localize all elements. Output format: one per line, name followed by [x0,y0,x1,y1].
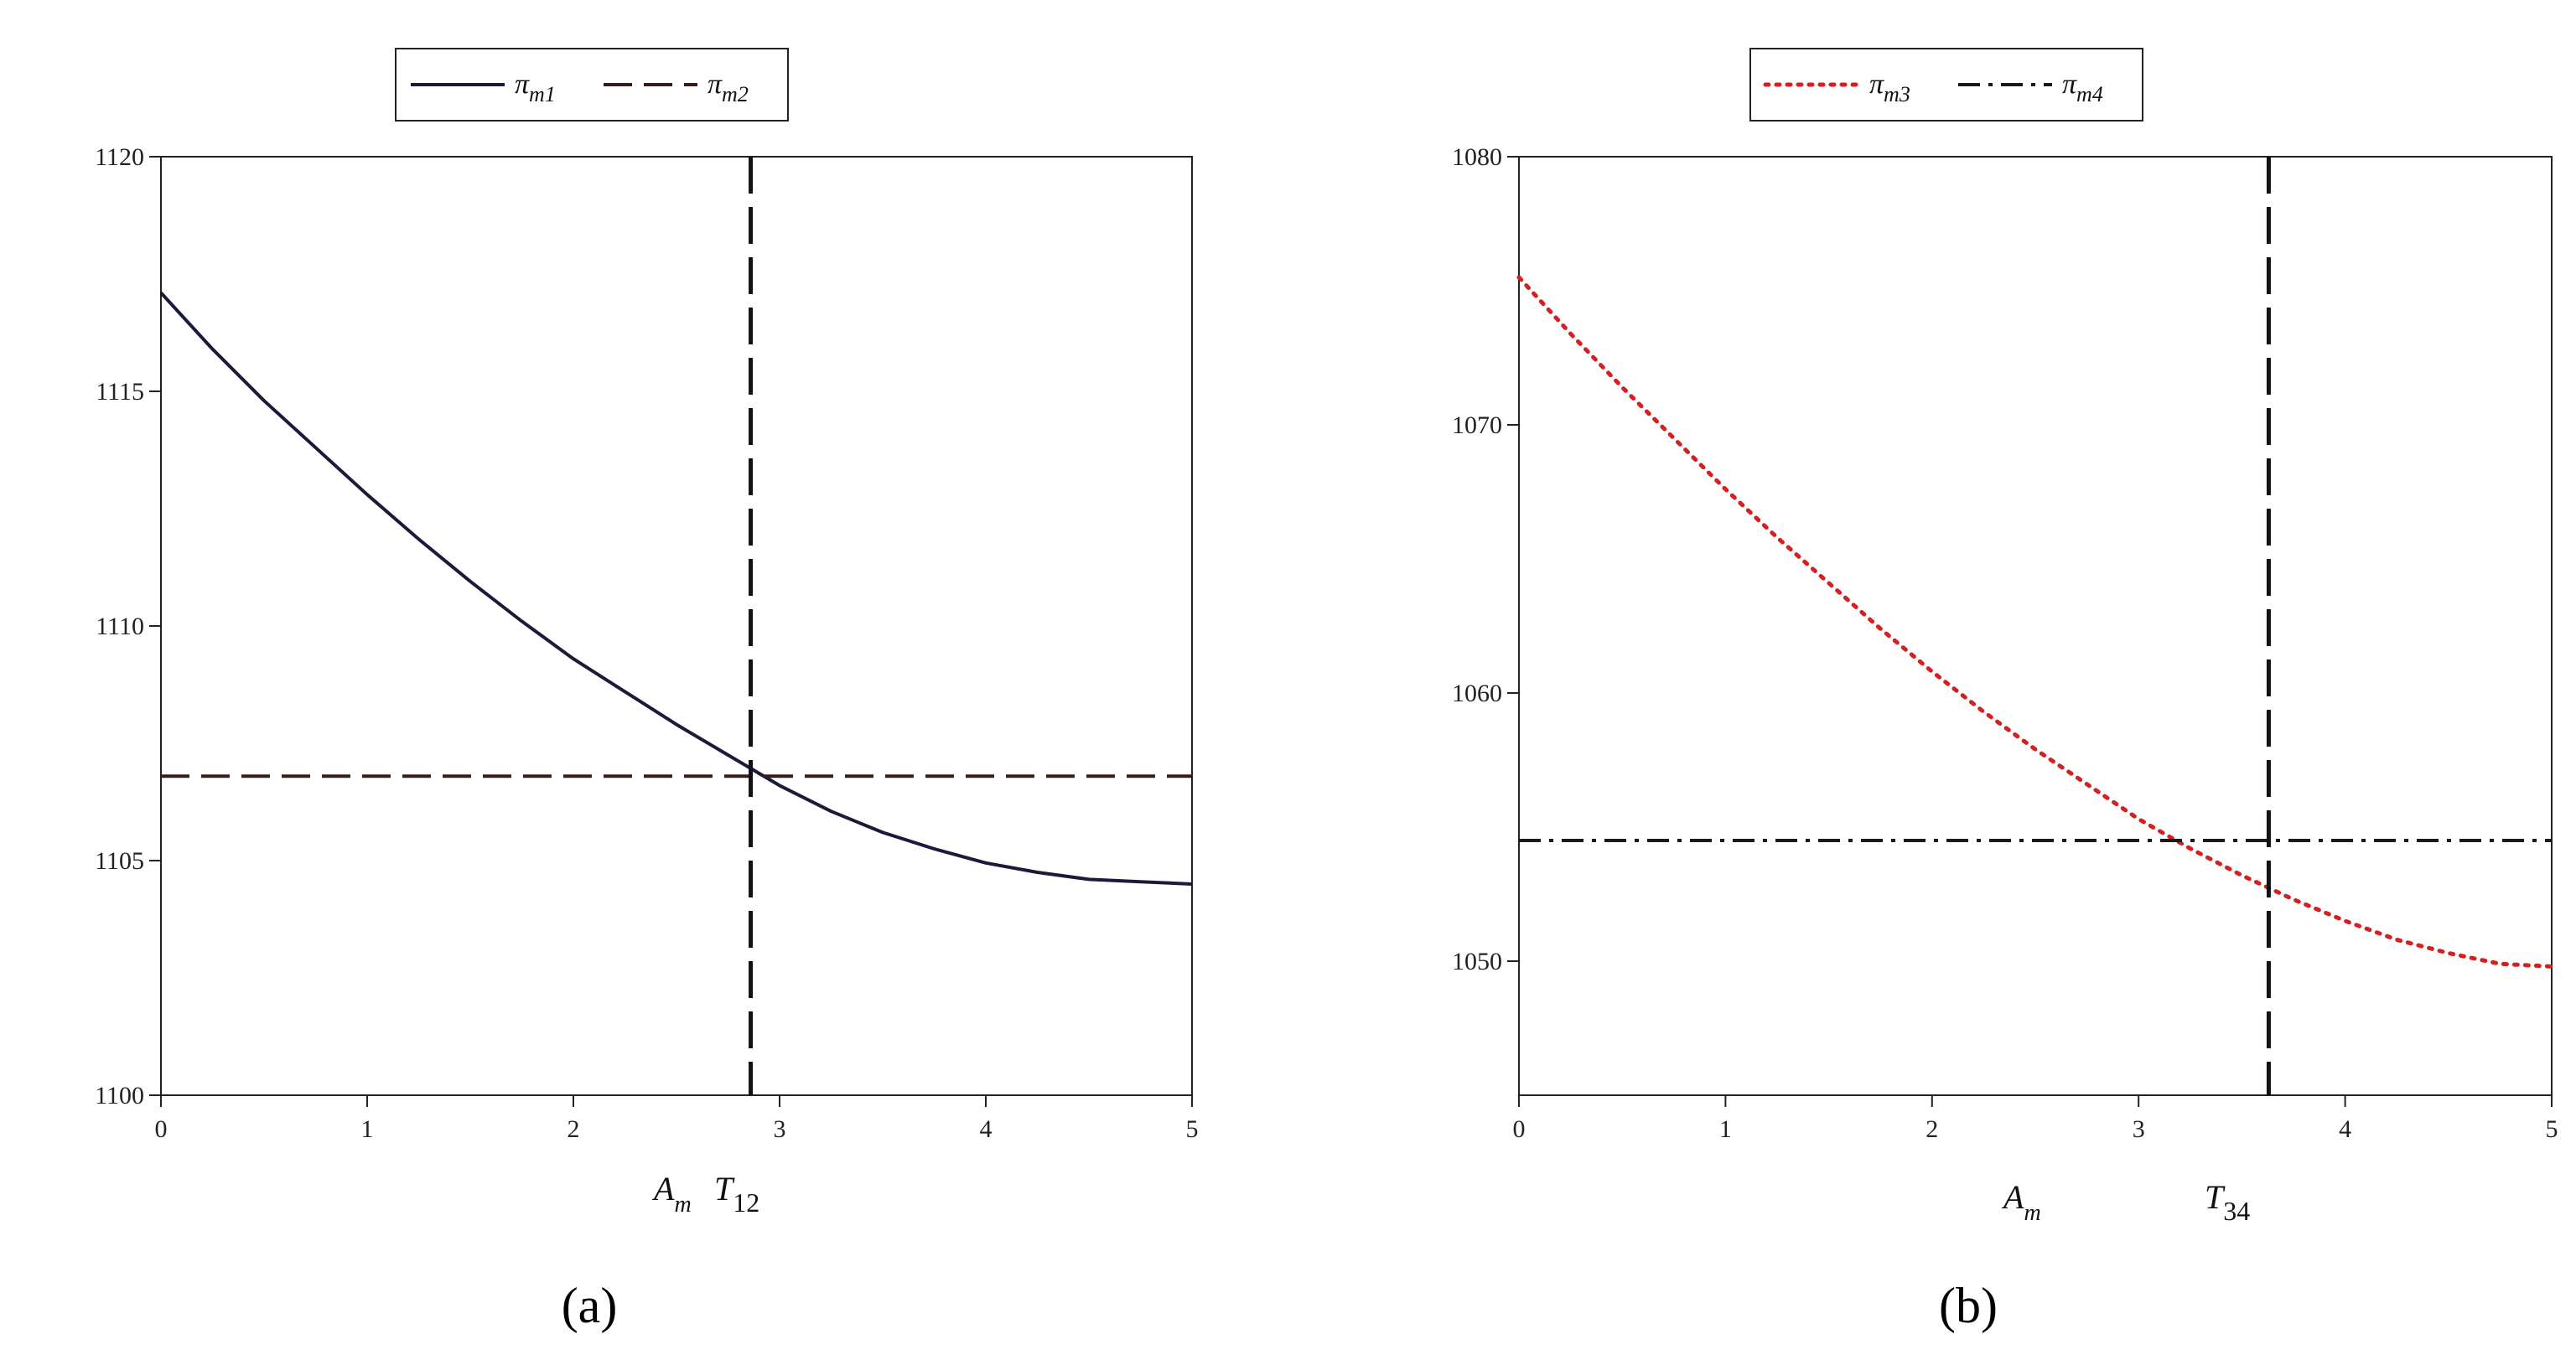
plot-frame [160,156,1193,1096]
x-axis-label-t-main: T [2205,1178,2226,1216]
x-tick-label: 3 [774,1115,786,1143]
legend-label-main: π [2062,69,2077,100]
legend-box [1749,48,2143,122]
x-tick-label: 0 [1513,1115,1526,1143]
legend-label-m3: πm3 [1869,69,1910,106]
x-axis-label-a-sub: m [674,1192,691,1218]
x-tick-label: 4 [2339,1115,2351,1143]
y-tick-label: 1120 [95,143,144,171]
series-line-m3 [1516,275,2554,969]
x-tick-label: 2 [568,1115,580,1143]
x-axis-label-a-sub: m [2024,1200,2040,1226]
series-line-m1 [159,292,1193,886]
x-axis-label-a-main: A [651,1170,675,1208]
x-tick-label: 5 [1186,1115,1199,1143]
x-tick-label: 0 [155,1115,168,1143]
x-tick-label: 2 [1926,1115,1938,1143]
legend-label-m4: πm4 [2062,69,2103,106]
x-axis-label-t: T12 [714,1170,759,1218]
y-tick-label: 1080 [1452,143,1502,171]
legend-label-subscript: m3 [1884,82,1910,106]
x-axis-label-a: Am [651,1170,692,1218]
legend-label-main: π [1869,69,1884,100]
x-tick-label: 1 [1719,1115,1732,1143]
legend-label-main: π [515,69,530,100]
x-axis-label-t: T34 [2205,1178,2250,1226]
legend-label-subscript: m1 [529,82,556,106]
legend-label-subscript: m4 [2076,82,2103,106]
legend-label-m2: πm2 [707,69,749,106]
x-tick-label: 5 [2546,1115,2558,1143]
x-tick-label: 3 [2133,1115,2145,1143]
y-tick-label: 1100 [95,1082,144,1109]
panel-label: (a) [562,1278,618,1333]
x-axis-label-t-sub: 34 [2223,1196,2250,1226]
x-axis-label-t-sub: 12 [733,1187,759,1218]
panel-label: (b) [1939,1278,1998,1333]
x-axis-label-a: Am [2001,1178,2041,1226]
y-tick-label: 1110 [96,613,144,640]
y-tick-label: 1070 [1452,411,1502,439]
legend-label-m1: πm1 [515,69,556,106]
legend-label-main: π [707,69,723,100]
x-tick-label: 4 [980,1115,993,1143]
x-axis-label-a-main: A [2001,1178,2024,1216]
x-axis-label-t-main: T [714,1170,735,1208]
x-tick-label: 1 [361,1115,374,1143]
y-tick-label: 1105 [95,847,144,875]
y-tick-label: 1050 [1452,948,1502,975]
legend-label-subscript: m2 [722,82,749,106]
y-tick-label: 1060 [1452,680,1502,707]
plot-frame [1518,156,2553,1096]
y-tick-label: 1115 [96,378,144,406]
